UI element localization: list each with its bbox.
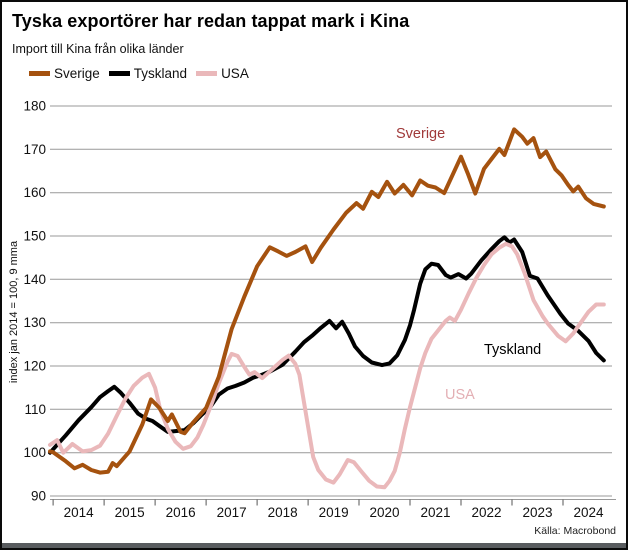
x-ticks [52, 499, 564, 506]
legend: Sverige Tyskland USA [29, 66, 258, 81]
x-tick-label: 2023 [522, 505, 552, 520]
series-label-usa: USA [445, 387, 475, 403]
legend-item-sverige: Sverige [29, 66, 100, 81]
legend-label: USA [221, 66, 249, 81]
legend-swatch-tyskland [108, 71, 130, 76]
series-label-sverige: Sverige [396, 126, 445, 142]
y-tick-label: 170 [23, 142, 46, 157]
legend-swatch-sverige [29, 71, 50, 76]
y-tick-label: 180 [23, 99, 46, 114]
x-tick-label: 2015 [115, 505, 145, 520]
x-tick-label: 2022 [471, 505, 501, 520]
x-tick-label: 2016 [166, 505, 196, 520]
series-lines [48, 127, 606, 490]
legend-label: Sverige [54, 66, 100, 81]
x-tick-label: 2020 [369, 505, 399, 520]
window-bottom-bar [2, 543, 626, 548]
series-line-tyskland [48, 235, 606, 455]
legend-item-usa: USA [196, 66, 249, 81]
y-tick-label: 130 [23, 315, 46, 330]
legend-item-tyskland: Tyskland [108, 66, 188, 81]
source-label: Källa: Macrobond [534, 525, 616, 537]
x-tick-label: 2017 [217, 505, 247, 520]
x-tick-label: 2018 [268, 505, 298, 520]
x-tick-labels: 2014 2015 2016 2017 2018 2019 2020 2021 2022 2023… [64, 505, 604, 520]
series-line-usa [48, 241, 606, 490]
y-tick-label: 120 [23, 359, 46, 374]
chart-subtitle: Import till Kina från olika länder [12, 42, 184, 56]
y-tick-label: 90 [31, 489, 46, 504]
series-label-tyskland: Tyskland [484, 342, 541, 358]
x-tick-label: 2021 [420, 505, 450, 520]
x-tick-label: 2019 [319, 505, 349, 520]
y-tick-labels: 90 100 110 120 130 140 150 160 170 180 [23, 99, 46, 504]
series-line-sverige [48, 127, 606, 475]
legend-swatch-usa [196, 71, 218, 76]
y-tick-label: 160 [23, 185, 46, 200]
chart-title: Tyska exportörer har redan tappat mark i… [12, 11, 410, 31]
legend-label: Tyskland [133, 66, 188, 81]
y-tick-label: 100 [23, 445, 46, 460]
x-tick-label: 2024 [573, 505, 604, 520]
y-tick-label: 140 [23, 272, 46, 287]
y-tick-label: 110 [24, 402, 46, 417]
y-axis-title: index jan 2014 = 100, 9 mma [8, 240, 20, 383]
x-tick-label: 2014 [64, 505, 95, 520]
y-tick-label: 150 [23, 229, 46, 244]
